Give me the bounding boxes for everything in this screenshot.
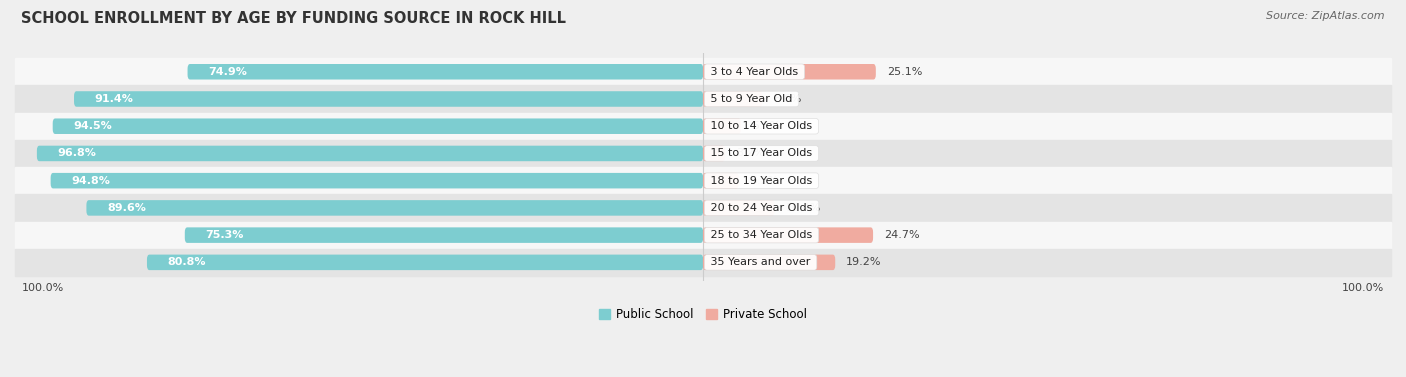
Text: 35 Years and over: 35 Years and over [707,257,814,267]
FancyBboxPatch shape [86,200,703,216]
FancyBboxPatch shape [703,200,775,216]
Bar [15,249,1391,276]
Text: 94.5%: 94.5% [73,121,112,131]
Text: 19.2%: 19.2% [846,257,882,267]
Text: 80.8%: 80.8% [167,257,207,267]
Bar [15,194,1391,222]
Text: 100.0%: 100.0% [1341,283,1384,293]
Bar [15,222,1391,249]
FancyBboxPatch shape [187,64,703,80]
Bar [15,167,1391,194]
Text: Source: ZipAtlas.com: Source: ZipAtlas.com [1267,11,1385,21]
FancyBboxPatch shape [184,227,703,243]
Text: 94.8%: 94.8% [72,176,110,186]
FancyBboxPatch shape [75,91,703,107]
Text: 89.6%: 89.6% [107,203,146,213]
Text: 18 to 19 Year Olds: 18 to 19 Year Olds [707,176,815,186]
FancyBboxPatch shape [703,91,762,107]
FancyBboxPatch shape [52,118,703,134]
Text: 74.9%: 74.9% [208,67,247,77]
Text: 3 to 4 Year Olds: 3 to 4 Year Olds [707,67,801,77]
Legend: Public School, Private School: Public School, Private School [593,303,813,326]
Text: 100.0%: 100.0% [22,283,65,293]
Text: 5 to 9 Year Old: 5 to 9 Year Old [707,94,796,104]
FancyBboxPatch shape [51,173,703,188]
FancyBboxPatch shape [703,227,873,243]
Text: 5.5%: 5.5% [752,121,780,131]
Text: 20 to 24 Year Olds: 20 to 24 Year Olds [707,203,815,213]
FancyBboxPatch shape [37,146,703,161]
Bar [15,85,1391,113]
FancyBboxPatch shape [703,173,740,188]
FancyBboxPatch shape [148,254,703,270]
Text: 15 to 17 Year Olds: 15 to 17 Year Olds [707,149,815,158]
Bar [15,58,1391,85]
Text: SCHOOL ENROLLMENT BY AGE BY FUNDING SOURCE IN ROCK HILL: SCHOOL ENROLLMENT BY AGE BY FUNDING SOUR… [21,11,567,26]
Text: 25 to 34 Year Olds: 25 to 34 Year Olds [707,230,815,240]
Text: 75.3%: 75.3% [205,230,245,240]
Text: 96.8%: 96.8% [58,149,97,158]
FancyBboxPatch shape [703,118,741,134]
Text: 91.4%: 91.4% [94,94,134,104]
Bar [15,140,1391,167]
Text: 8.6%: 8.6% [773,94,801,104]
Text: 10.4%: 10.4% [786,203,821,213]
FancyBboxPatch shape [703,64,876,80]
Text: 25.1%: 25.1% [887,67,922,77]
Text: 24.7%: 24.7% [884,230,920,240]
Bar [15,113,1391,140]
FancyBboxPatch shape [703,146,725,161]
Text: 10 to 14 Year Olds: 10 to 14 Year Olds [707,121,815,131]
Text: 3.2%: 3.2% [735,149,765,158]
FancyBboxPatch shape [703,254,835,270]
Text: 5.2%: 5.2% [749,176,778,186]
